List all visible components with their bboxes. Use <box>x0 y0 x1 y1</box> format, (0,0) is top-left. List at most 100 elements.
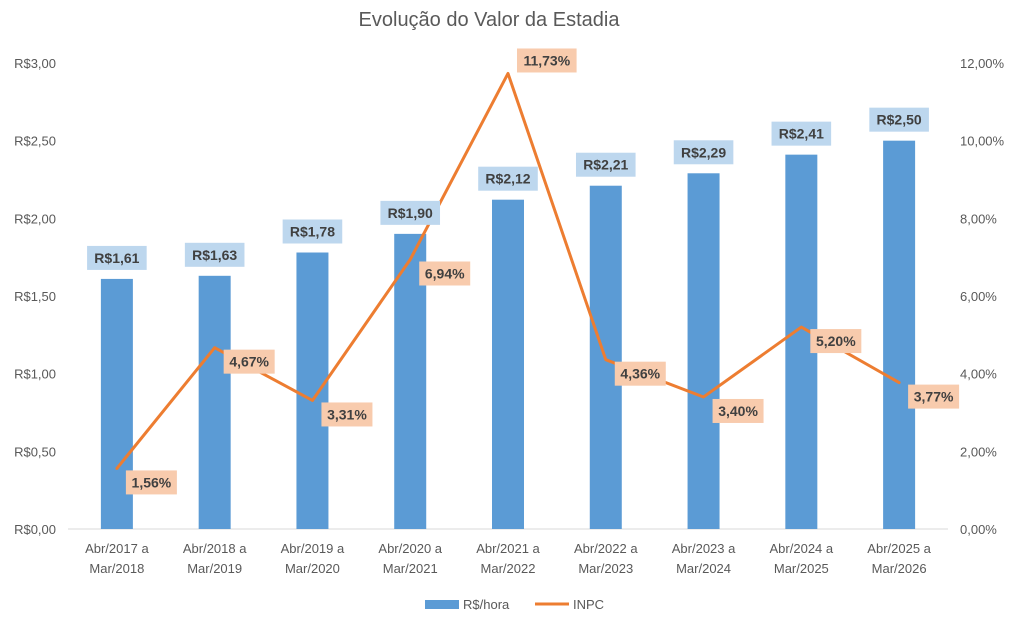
legend-swatch-bars <box>425 600 459 609</box>
y-right-tick-label: 8,00% <box>960 211 997 226</box>
line-data-label: 11,73% <box>517 48 577 73</box>
line-data-label-bg <box>125 470 177 495</box>
line-data-label-text: 3,31% <box>327 406 367 422</box>
bar-data-label-bg <box>282 219 343 244</box>
bar-data-label: R$1,61 <box>87 245 147 270</box>
bar-data-label-bg <box>478 166 538 191</box>
line-data-label: 4,67% <box>223 349 275 374</box>
x-tick-label-line: Abr/2017 a <box>85 541 149 556</box>
bar-data-label: R$2,50 <box>869 107 929 132</box>
x-tick-label-line: Mar/2025 <box>774 561 829 576</box>
bar-data-label: R$1,90 <box>380 200 441 225</box>
x-tick-label: Abr/2020 a Mar/2021 <box>378 541 442 576</box>
line-data-label-text: 5,20% <box>816 333 856 349</box>
bar-data-label-text: R$2,41 <box>779 126 824 142</box>
x-tick-label-line: Abr/2021 a <box>476 541 540 556</box>
line-data-label-text: 6,94% <box>425 265 465 281</box>
y-left-tick-label: R$1,50 <box>14 289 56 304</box>
x-tick-label-line: Abr/2025 a <box>867 541 931 556</box>
data-labels-layer: R$1,61 R$1,63 R$1,78 R$1,90 R$2,12 R$2,21 R$2,… <box>87 48 960 495</box>
bar <box>296 252 329 530</box>
line-data-label-bg <box>712 398 764 423</box>
bar-data-label-bg <box>380 200 441 225</box>
line-data-label: 6,94% <box>419 261 471 286</box>
x-tick-label-line: Mar/2024 <box>676 561 731 576</box>
x-tick-label-line: Mar/2018 <box>89 561 144 576</box>
y-right-tick-label: 4,00% <box>960 367 997 382</box>
x-tick-label: Abr/2024 a Mar/2025 <box>770 541 834 576</box>
line-data-label-bg <box>223 349 275 374</box>
y-right-tick-label: 10,00% <box>960 134 1005 149</box>
bar <box>198 275 231 529</box>
y-left-tick-label: R$2,00 <box>14 211 56 226</box>
bar <box>687 173 720 529</box>
y-left-tick-label: R$3,00 <box>14 56 56 71</box>
line-data-label-text: 1,56% <box>132 474 172 490</box>
bar-data-label: R$1,63 <box>184 242 245 267</box>
legend-label-bars: R$/hora <box>463 597 510 612</box>
bar-data-label-text: R$1,78 <box>290 224 335 240</box>
line-data-label-bg <box>614 361 666 386</box>
bar-data-label: R$1,78 <box>282 219 343 244</box>
bar-data-label-bg <box>575 152 636 177</box>
line-data-label: 4,36% <box>614 361 666 386</box>
y-left-tick-label: R$2,50 <box>14 134 56 149</box>
y-right-tick-label: 12,00% <box>960 56 1005 71</box>
legend: R$/hora INPC <box>425 597 604 612</box>
line-data-label-bg <box>810 329 862 354</box>
bar-data-label-bg <box>869 107 929 132</box>
x-tick-label-line: Mar/2023 <box>578 561 633 576</box>
x-tick-label: Abr/2018 a Mar/2019 <box>183 541 247 576</box>
bar-data-label-bg <box>184 242 245 267</box>
bar-data-label-text: R$2,50 <box>877 112 922 128</box>
x-tick-label-line: Mar/2020 <box>285 561 340 576</box>
line-data-label: 3,77% <box>908 384 960 409</box>
x-tick-label-line: Mar/2019 <box>187 561 242 576</box>
x-tick-label-line: Abr/2019 a <box>281 541 345 556</box>
x-tick-label: Abr/2022 a Mar/2023 <box>574 541 638 576</box>
x-tick-label-line: Mar/2026 <box>872 561 927 576</box>
line-data-label-text: 4,36% <box>620 366 660 382</box>
line-data-label-bg <box>517 48 577 73</box>
line-data-label-text: 3,77% <box>914 389 954 405</box>
line-data-label: 1,56% <box>125 470 177 495</box>
x-tick-label-line: Mar/2022 <box>481 561 536 576</box>
bar-data-label-bg <box>87 245 147 270</box>
bar <box>492 199 524 529</box>
y-left-tick-label: R$0,50 <box>14 444 56 459</box>
line-data-label: 3,40% <box>712 398 764 423</box>
y-right-tick-label: 2,00% <box>960 444 997 459</box>
line-data-label-bg <box>908 384 960 409</box>
line-data-label-bg <box>321 402 373 427</box>
bar-data-label-text: R$2,12 <box>485 171 530 187</box>
bar <box>883 140 916 529</box>
line-data-label-text: 11,73% <box>523 52 570 68</box>
y-right-tick-label: 0,00% <box>960 522 997 537</box>
bar-data-label-text: R$1,61 <box>94 250 139 266</box>
x-tick-label-line: Abr/2023 a <box>672 541 736 556</box>
chart-title: Evolução do Valor da Estadia <box>359 9 621 31</box>
bar-data-label: R$2,29 <box>673 140 734 165</box>
x-tick-label: Abr/2021 a Mar/2022 <box>476 541 540 576</box>
line-data-label: 5,20% <box>810 329 862 354</box>
x-tick-label-line: Abr/2018 a <box>183 541 247 556</box>
line-data-label: 3,31% <box>321 402 373 427</box>
line-data-label-text: 4,67% <box>229 354 269 370</box>
bars-layer <box>100 140 916 530</box>
x-tick-label: Abr/2025 a Mar/2026 <box>867 541 931 576</box>
x-tick-label-line: Abr/2020 a <box>378 541 442 556</box>
bar-data-label: R$2,12 <box>478 166 538 191</box>
line-data-label-text: 3,40% <box>718 403 758 419</box>
bar-data-label-bg <box>771 121 832 146</box>
bar-data-label-text: R$1,63 <box>192 247 237 263</box>
bar-data-label: R$2,21 <box>575 152 636 177</box>
axes-layer: R$0,00 R$0,50 R$1,00 R$1,50 R$2,00 R$2,50 R$3,… <box>14 56 1004 576</box>
x-tick-label: Abr/2019 a Mar/2020 <box>281 541 345 576</box>
x-tick-label: Abr/2017 a Mar/2018 <box>85 541 149 576</box>
bar-data-label-text: R$2,29 <box>681 144 726 160</box>
bar-data-label-text: R$1,90 <box>388 205 433 221</box>
x-tick-label-line: Mar/2021 <box>383 561 438 576</box>
legend-label-line: INPC <box>573 597 604 612</box>
